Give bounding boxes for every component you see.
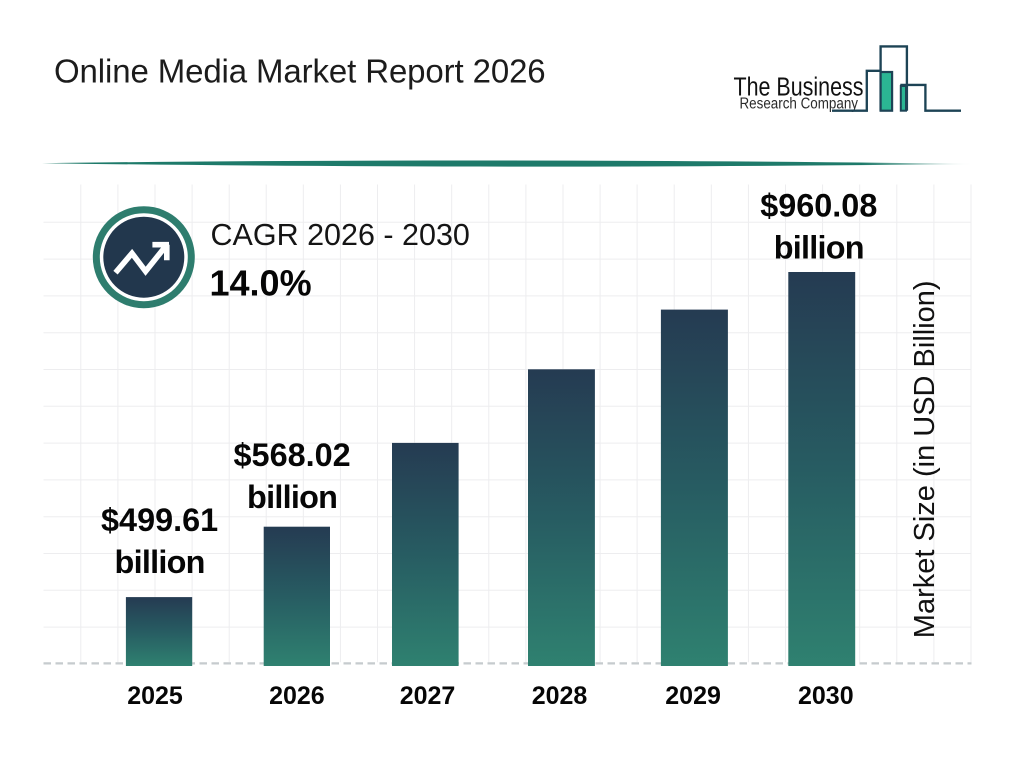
svg-text:14.0%: 14.0% — [210, 263, 312, 304]
svg-text:2029: 2029 — [665, 682, 721, 710]
svg-text:billion: billion — [247, 479, 337, 515]
svg-text:2028: 2028 — [532, 682, 588, 710]
svg-text:Market Size (in USD Billion): Market Size (in USD Billion) — [909, 280, 941, 638]
svg-text:The Business: The Business — [734, 74, 864, 102]
svg-text:$960.08: $960.08 — [760, 188, 877, 224]
svg-text:$568.02: $568.02 — [234, 437, 351, 473]
svg-text:2030: 2030 — [798, 682, 854, 710]
svg-text:2025: 2025 — [127, 682, 183, 710]
svg-text:Online Media Market Report 202: Online Media Market Report 2026 — [54, 52, 546, 89]
svg-text:billion: billion — [115, 544, 205, 580]
svg-text:Research Company: Research Company — [740, 96, 859, 113]
svg-text:2027: 2027 — [400, 682, 456, 710]
svg-text:$499.61: $499.61 — [101, 502, 218, 538]
svg-text:CAGR 2026 - 2030: CAGR 2026 - 2030 — [211, 218, 470, 252]
svg-text:2026: 2026 — [269, 682, 325, 710]
svg-text:billion: billion — [774, 230, 864, 266]
